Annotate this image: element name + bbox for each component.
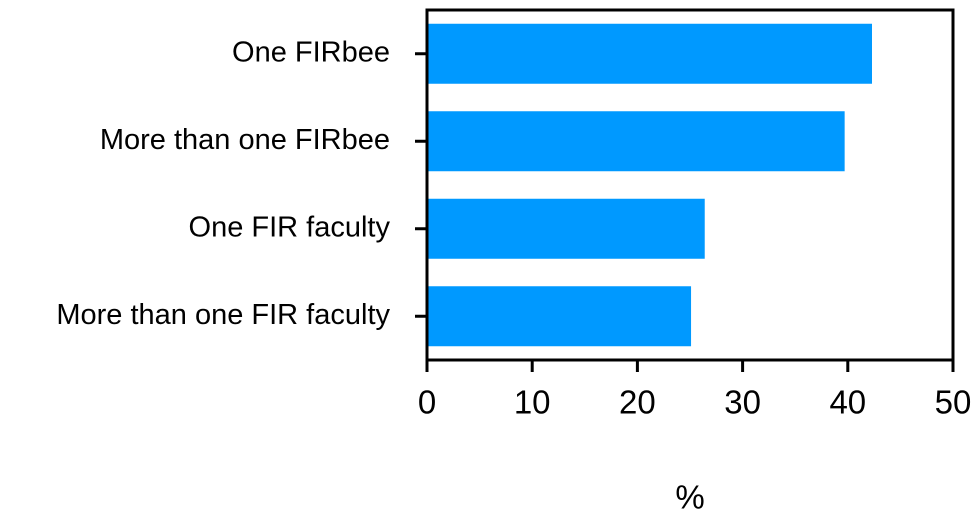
x-tick-label: 20: [619, 384, 656, 421]
x-tick-label: 10: [514, 384, 551, 421]
y-tick-label: One FIR faculty: [189, 211, 391, 243]
x-tick-label: 0: [418, 384, 436, 421]
bar: [427, 198, 705, 259]
y-tick-label: More than one FIR faculty: [56, 299, 390, 331]
bar: [427, 111, 845, 172]
bar: [427, 286, 692, 347]
x-tick-label: 40: [829, 384, 866, 421]
x-tick-label: 30: [724, 384, 761, 421]
plot-frame: [425, 8, 955, 362]
x-tick-label: 50: [935, 384, 972, 421]
y-tick-label: More than one FIRbee: [100, 124, 390, 156]
x-axis-label: %: [675, 479, 704, 516]
bar: [427, 23, 872, 84]
y-tick-label: One FIRbee: [232, 36, 390, 68]
